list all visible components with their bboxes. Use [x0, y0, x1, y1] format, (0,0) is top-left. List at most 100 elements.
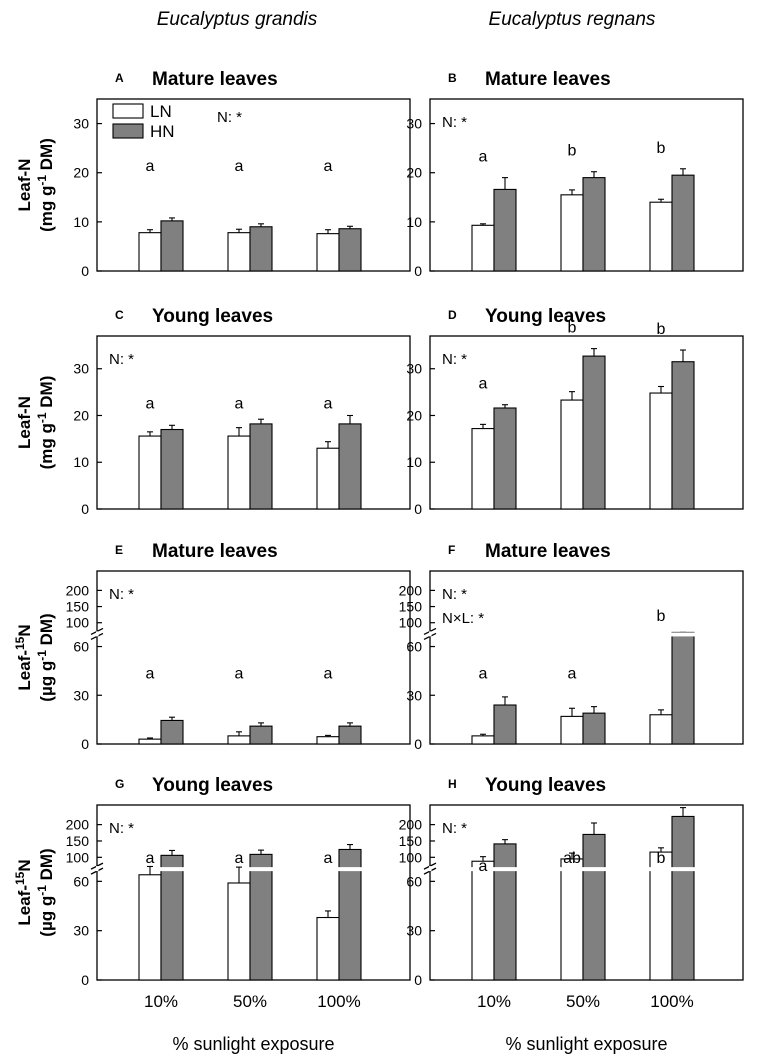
- y-tick-label: 0: [414, 263, 422, 279]
- axis-break-gap: [96, 866, 99, 872]
- bar-ln: [227, 435, 251, 510]
- ylabel-part: (µg g: [37, 661, 56, 702]
- y-axis-label-line1: Leaf-N: [15, 396, 34, 449]
- significance-letter: a: [324, 158, 333, 175]
- species-title-regnans: Eucalyptus regnans: [489, 9, 656, 30]
- significance-letter: a: [324, 850, 333, 867]
- stats-annotation: N: *: [109, 820, 134, 837]
- y-tick-label: 60: [406, 639, 422, 655]
- bar-break-gap: [671, 632, 695, 637]
- panel-letter: B: [448, 71, 457, 85]
- y-tick-label: 30: [406, 923, 422, 939]
- significance-letter: a: [324, 396, 333, 413]
- panel-title: Mature leaves: [152, 69, 278, 90]
- y-tick-label: 10: [73, 454, 89, 470]
- bar-ln: [316, 447, 340, 510]
- significance-letter: b: [657, 850, 666, 867]
- bar-ln: [138, 232, 162, 272]
- bar-hn: [493, 843, 517, 981]
- significance-letter: a: [146, 665, 155, 682]
- y-axis-label-line2: (mg g-1 DM): [35, 138, 56, 232]
- bar-hn: [671, 631, 695, 745]
- bar-ln: [471, 428, 495, 510]
- bar-hn: [582, 355, 606, 510]
- bar-break-gap: [493, 867, 517, 872]
- significance-letter: a: [568, 665, 577, 682]
- stats-annotation: N: *: [109, 351, 134, 368]
- panel-A: A Mature leaves 0 10 20 30 a a a N: *: [73, 69, 411, 279]
- significance-letter: a: [235, 158, 244, 175]
- stats-annotation: N: *: [442, 114, 467, 131]
- y-tick-label: 30: [73, 687, 89, 703]
- ylabel-superscript: -1: [35, 650, 49, 661]
- ylabel-part: Leaf-: [15, 885, 34, 926]
- bar-hn: [160, 719, 184, 745]
- stats-annotation: N: *: [442, 820, 467, 837]
- y-tick-label: 200: [66, 817, 90, 833]
- panel-D: D Young leaves 0 10 20 30 a b b N: *: [406, 306, 744, 517]
- bar-break-gap: [160, 867, 184, 872]
- bar-ln: [316, 233, 340, 272]
- bar-ln: [138, 738, 162, 745]
- y-axis-label-line1: Leaf-15N: [13, 624, 34, 690]
- x-category-label: 50%: [233, 992, 267, 1011]
- ylabel-part: N: [15, 624, 34, 636]
- bar-ln: [560, 858, 584, 981]
- y-tick-label: 0: [81, 972, 89, 988]
- bar-hn: [671, 174, 695, 272]
- ylabel-superscript: -1: [35, 412, 49, 423]
- bar-hn: [338, 423, 362, 510]
- y-axis-label-line1: Leaf-15N: [13, 859, 34, 925]
- ylabel-part: (mg g: [37, 186, 56, 232]
- y-tick-label: 30: [73, 361, 89, 377]
- y-tick-label: 0: [81, 736, 89, 752]
- y-axis-label-line2: (µg g-1 DM): [35, 848, 56, 936]
- significance-letter: a: [479, 665, 488, 682]
- bar-hn: [249, 725, 273, 745]
- y-tick-label: 200: [66, 582, 90, 598]
- bar-ln: [649, 714, 673, 745]
- bar-break-gap: [338, 867, 362, 872]
- bar-hn: [582, 833, 606, 981]
- y-tick-label: 0: [81, 501, 89, 517]
- y-tick-label: 30: [406, 687, 422, 703]
- x-category-label: 100%: [317, 992, 360, 1011]
- bar-hn: [493, 704, 517, 745]
- bar-ln: [138, 435, 162, 510]
- significance-letter: a: [146, 396, 155, 413]
- ylabel-part: DM): [37, 613, 56, 650]
- bar-hn: [160, 428, 184, 510]
- significance-letter: a: [479, 858, 488, 875]
- bar-ln: [471, 860, 495, 981]
- bar-break-gap: [582, 867, 606, 872]
- bar-ln: [649, 392, 673, 510]
- bar-hn: [160, 220, 184, 272]
- stats-annotation: N: *: [109, 586, 134, 603]
- ylabel-part: (µg g: [37, 896, 56, 937]
- y-tick-label: 100: [399, 849, 423, 865]
- y-tick-label: 20: [406, 165, 422, 181]
- x-category-label: 100%: [650, 992, 693, 1011]
- legend-swatch-hn: [112, 123, 144, 139]
- y-tick-label: 60: [73, 873, 89, 889]
- bar-hn: [249, 423, 273, 510]
- panel-title: Mature leaves: [485, 69, 611, 90]
- y-tick-label: 10: [406, 214, 422, 230]
- bar-hn: [671, 815, 695, 981]
- bar-break-gap: [649, 867, 673, 872]
- bar-hn: [493, 407, 517, 510]
- significance-letter: b: [568, 143, 577, 160]
- stats-annotation: N×L: *: [442, 610, 484, 627]
- y-tick-label: 150: [399, 833, 423, 849]
- significance-letter: b: [568, 320, 577, 337]
- x-category-label: 10%: [144, 992, 178, 1011]
- ylabel-part: N: [15, 859, 34, 871]
- y-tick-label: 30: [406, 116, 422, 132]
- axis-break-gap: [429, 866, 432, 872]
- significance-letter: a: [479, 149, 488, 166]
- panel-B: B Mature leaves 0 10 20 30 a b b N: *: [406, 69, 744, 279]
- y-tick-label: 100: [66, 615, 90, 631]
- y-tick-label: 150: [66, 833, 90, 849]
- bar-ln: [560, 399, 584, 510]
